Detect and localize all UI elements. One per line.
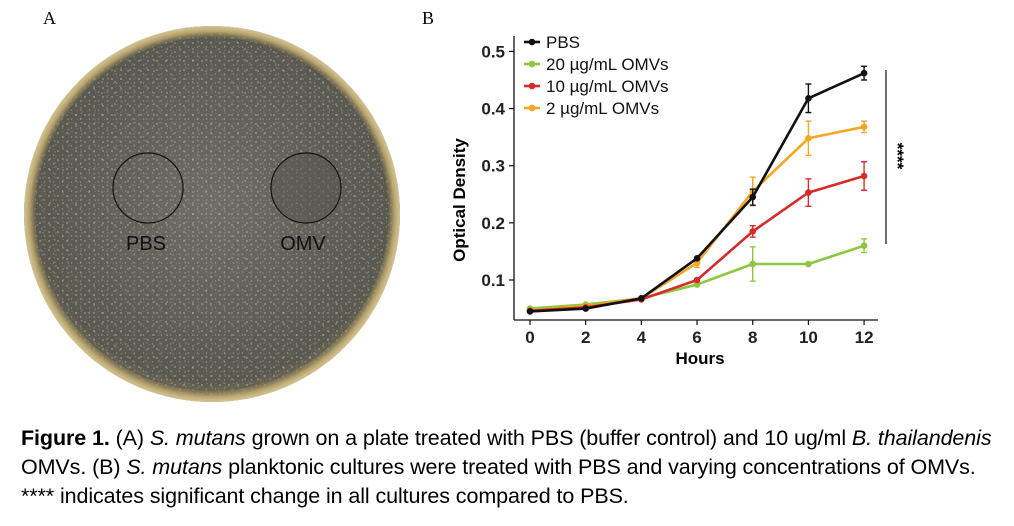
caption-text-3: OMVs. (B) bbox=[21, 455, 127, 479]
x-tick-label: 4 bbox=[637, 328, 647, 347]
caption-species-3: S. mutans bbox=[126, 455, 223, 479]
series-2 bbox=[526, 161, 868, 315]
legend-swatch-dot bbox=[528, 104, 536, 112]
data-point bbox=[805, 94, 812, 102]
agar-plate-image: PBS OMV bbox=[24, 26, 400, 402]
data-point bbox=[860, 172, 868, 180]
caption-figure-label: Figure 1. bbox=[21, 426, 110, 450]
legend-label: 2 µg/mL OMVs bbox=[546, 99, 659, 118]
pbs-label: PBS bbox=[126, 233, 166, 255]
omv-label: OMV bbox=[280, 233, 326, 255]
caption-species-2: B. thailandenis bbox=[851, 426, 992, 450]
chart-legend: PBS 20 µg/mL OMVs 10 µg/mL OMVs 2 µg/mL OMV… bbox=[524, 33, 669, 118]
data-point bbox=[749, 228, 757, 235]
data-point bbox=[693, 281, 701, 288]
panel-b-letter: B bbox=[422, 8, 435, 28]
omv-treatment-circle bbox=[270, 152, 342, 224]
data-point bbox=[526, 308, 534, 315]
x-tick-label: 10 bbox=[799, 328, 818, 347]
caption-text-4: planktonic cultures were treated with PB… bbox=[21, 455, 976, 508]
x-tick-label: 2 bbox=[581, 328, 590, 347]
significance-stars: **** bbox=[888, 143, 907, 170]
series-1 bbox=[526, 238, 868, 312]
legend-label: 10 µg/mL OMVs bbox=[546, 77, 669, 96]
panel-a-letter: A bbox=[43, 8, 56, 28]
y-tick-label: 0.4 bbox=[481, 100, 505, 119]
data-point bbox=[860, 69, 868, 77]
caption-text-2: grown on a plate treated with PBS (buffe… bbox=[245, 426, 852, 450]
figure-caption: Figure 1. (A) S. mutans grown on a plate… bbox=[21, 424, 1006, 511]
data-point bbox=[693, 254, 701, 262]
legend-swatch-dot bbox=[528, 82, 536, 90]
data-point bbox=[860, 242, 868, 250]
data-point bbox=[805, 134, 812, 142]
data-point bbox=[749, 193, 757, 201]
y-tick-label: 0.5 bbox=[481, 42, 505, 61]
y-tick-label: 0.2 bbox=[481, 214, 505, 233]
pbs-treatment-circle bbox=[112, 152, 184, 224]
plate-rim bbox=[24, 26, 400, 402]
x-tick-label: 12 bbox=[855, 328, 874, 347]
y-tick-label: 0.3 bbox=[481, 157, 505, 176]
series-line bbox=[529, 174, 865, 313]
x-tick-label: 8 bbox=[748, 328, 757, 347]
x-tick-label: 6 bbox=[692, 328, 701, 347]
data-point bbox=[749, 260, 757, 268]
data-point bbox=[805, 189, 812, 196]
legend-label: 20 µg/mL OMVs bbox=[546, 55, 669, 74]
data-point bbox=[582, 305, 589, 312]
legend-label: PBS bbox=[546, 33, 580, 52]
data-point bbox=[860, 123, 868, 131]
chart-axes: 0.1 0.2 0.3 0.4 0.5 0 2 4 6 8 10 12 bbox=[481, 36, 878, 347]
x-axis-label: Hours bbox=[675, 349, 724, 368]
y-axis-label: Optical Density bbox=[450, 138, 469, 262]
data-point bbox=[693, 276, 701, 284]
growth-chart: 0.1 0.2 0.3 0.4 0.5 0 2 4 6 8 10 12 PBS 20 µg/mL OMV… bbox=[450, 33, 907, 368]
chart-series bbox=[526, 65, 868, 315]
x-tick-label: 0 bbox=[525, 328, 534, 347]
legend-swatch-dot bbox=[528, 38, 536, 46]
y-tick-label: 0.1 bbox=[481, 271, 505, 290]
caption-species-1: S. mutans bbox=[149, 426, 246, 450]
data-point bbox=[805, 260, 812, 268]
series-0 bbox=[526, 65, 868, 315]
legend-swatch-dot bbox=[528, 60, 536, 68]
data-point bbox=[638, 294, 645, 302]
caption-text-1: (A) bbox=[109, 426, 150, 450]
data-point bbox=[693, 259, 701, 267]
